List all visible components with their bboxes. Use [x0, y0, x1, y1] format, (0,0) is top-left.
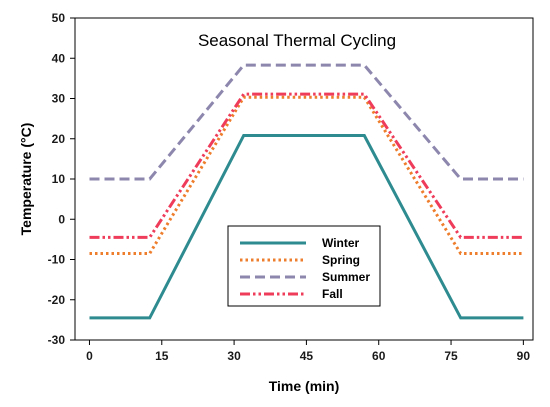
x-tick-label: 60 [372, 349, 386, 363]
y-tick-label: -10 [48, 253, 66, 267]
x-axis-title: Time (min) [269, 378, 340, 394]
legend-label-summer: Summer [322, 270, 370, 284]
chart-title: Seasonal Thermal Cycling [198, 31, 396, 50]
legend-label-fall: Fall [322, 287, 343, 301]
x-axis: 0 15 30 45 60 75 90 [86, 340, 530, 363]
legend-label-spring: Spring [322, 253, 360, 267]
y-tick-label: -30 [48, 333, 66, 347]
y-tick-label: 10 [52, 172, 66, 186]
series-line-summer [89, 63, 524, 181]
series-layer [89, 63, 524, 320]
x-tick-label: 15 [155, 349, 169, 363]
legend: Winter Spring Summer Fall [227, 225, 381, 307]
y-tick-label: 50 [52, 11, 66, 25]
y-axis: -30 -20 -10 0 10 20 30 40 50 [48, 11, 75, 347]
y-tick-label: 40 [52, 51, 66, 65]
x-tick-label: 90 [517, 349, 531, 363]
series-line-fall [89, 92, 524, 239]
x-tick-label: 30 [227, 349, 241, 363]
series-line-spring [89, 95, 524, 255]
y-tick-label: -20 [48, 293, 66, 307]
y-tick-label: 30 [52, 92, 66, 106]
x-tick-label: 0 [86, 349, 93, 363]
x-tick-label: 45 [300, 349, 314, 363]
y-tick-label: 0 [58, 212, 65, 226]
legend-label-winter: Winter [322, 236, 360, 250]
y-axis-title: Temperature (°C) [18, 123, 34, 236]
series-line-winter [89, 134, 524, 320]
x-tick-label: 75 [444, 349, 458, 363]
y-tick-label: 20 [52, 132, 66, 146]
